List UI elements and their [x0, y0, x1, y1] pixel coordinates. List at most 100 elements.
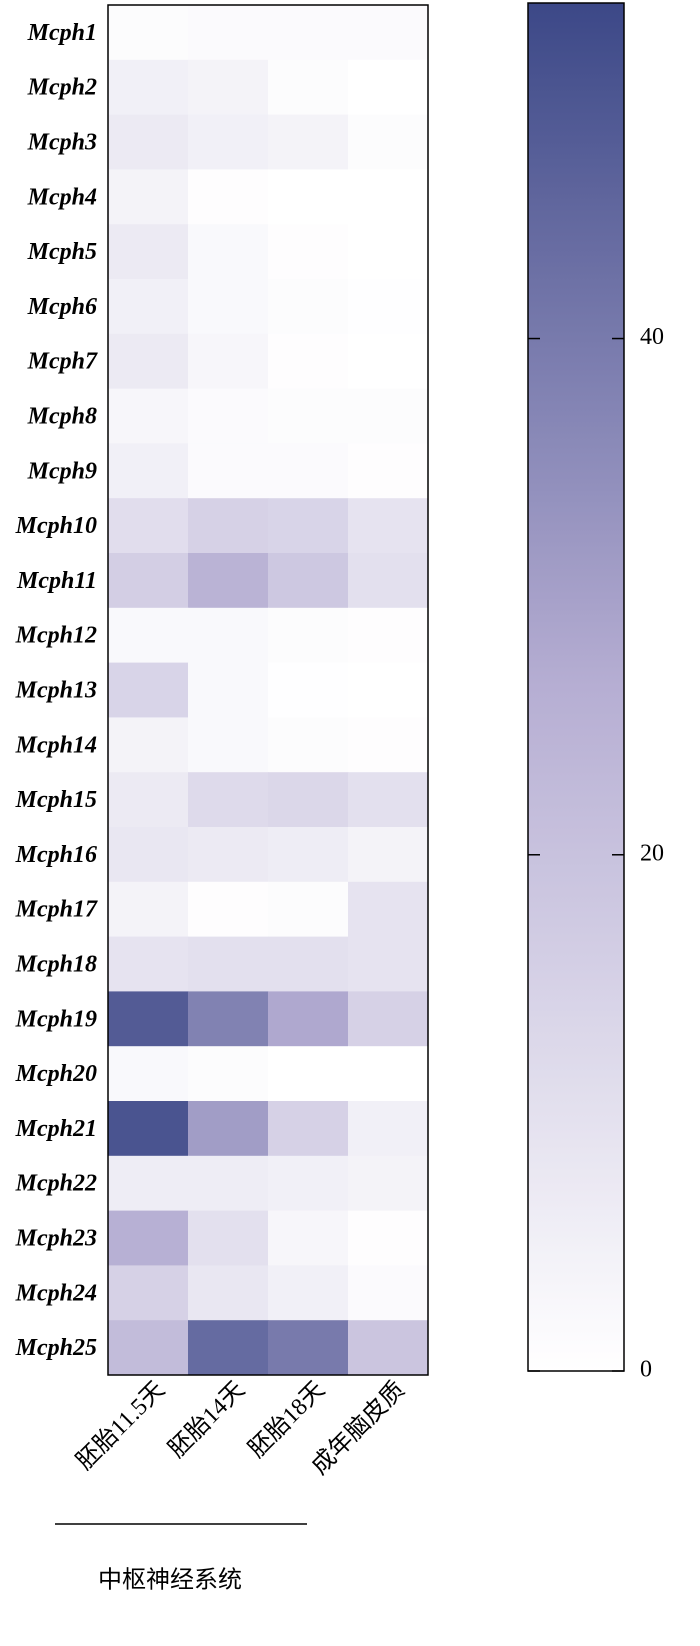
heatmap-cell: [268, 169, 349, 225]
row-label: Mcph17: [15, 897, 98, 923]
heatmap-cell: [348, 1320, 429, 1376]
heatmap-cell: [268, 827, 349, 883]
heatmap-cell: [348, 59, 429, 116]
heatmap-cell: [348, 388, 429, 444]
heatmap-cell: [268, 717, 349, 773]
heatmap-cell: [268, 224, 349, 280]
heatmap-cell: [268, 114, 349, 170]
heatmap-cell: [348, 169, 429, 225]
heatmap-cell: [188, 991, 269, 1047]
heatmap-cell: [348, 1265, 429, 1321]
row-label: Mcph1: [27, 20, 97, 46]
heatmap-cell: [188, 553, 269, 609]
heatmap-cell: [108, 1320, 189, 1376]
heatmap-cell: [268, 333, 349, 390]
heatmap-cell: [108, 333, 189, 390]
heatmap-cell: [348, 662, 429, 718]
colorbar-tick-label: 0: [640, 1357, 652, 1383]
row-label: Mcph5: [27, 239, 97, 265]
heatmap-cell: [188, 114, 269, 170]
colorbar-tick-label: 40: [640, 324, 664, 350]
heatmap-cell: [188, 827, 269, 883]
heatmap-cell: [188, 279, 269, 335]
row-label: Mcph9: [27, 458, 97, 484]
heatmap-cell: [268, 936, 349, 992]
heatmap-cell: [348, 1155, 429, 1212]
row-label: Mcph25: [15, 1335, 97, 1361]
heatmap-cell: [108, 1046, 189, 1102]
heatmap-cell: [188, 1155, 269, 1212]
heatmap-cell: [348, 224, 429, 280]
group-label: 中枢神经系统: [98, 1567, 242, 1594]
row-label: Mcph14: [15, 732, 97, 758]
row-label: Mcph19: [15, 1006, 97, 1032]
heatmap-cell: [348, 333, 429, 390]
heatmap-cell: [268, 553, 349, 609]
heatmap-cell: [188, 1101, 269, 1157]
heatmap-cell: [188, 881, 269, 938]
heatmap-cell: [108, 717, 189, 773]
row-label: Mcph2: [27, 75, 97, 101]
heatmap-cell: [188, 59, 269, 116]
heatmap-cell: [108, 169, 189, 225]
heatmap-cell: [268, 443, 349, 499]
heatmap-cell: [348, 881, 429, 938]
column-label: 胚胎11.5天: [71, 1376, 170, 1475]
heatmap-cell: [268, 991, 349, 1047]
row-label: Mcph20: [15, 1061, 97, 1087]
row-label: Mcph12: [15, 623, 97, 649]
heatmap-cell: [268, 1101, 349, 1157]
row-label: Mcph22: [15, 1171, 97, 1197]
row-label: Mcph21: [15, 1116, 97, 1142]
heatmap-frame: [107, 4, 429, 1376]
row-label: Mcph4: [27, 184, 97, 210]
heatmap-cell: [188, 662, 269, 718]
row-label: Mcph13: [15, 678, 97, 704]
heatmap-cell: [348, 1046, 429, 1102]
heatmap-cell: [348, 498, 429, 554]
heatmap-cell: [348, 991, 429, 1047]
heatmap-cell: [268, 772, 349, 828]
heatmap-cell: [268, 1320, 349, 1376]
heatmap-cell: [188, 169, 269, 225]
heatmap-cell: [268, 498, 349, 554]
heatmap-cell: [108, 553, 189, 609]
heatmap-cell: [348, 443, 429, 499]
heatmap-cell: [108, 881, 189, 938]
heatmap-cell: [188, 333, 269, 390]
heatmap-cell: [268, 881, 349, 938]
heatmap-cell: [348, 553, 429, 609]
heatmap-cell: [108, 1101, 189, 1157]
heatmap-cell: [188, 498, 269, 554]
heatmap-cell: [108, 607, 189, 664]
row-label: Mcph23: [15, 1226, 97, 1252]
colorbar-tick-label: 20: [640, 840, 664, 866]
row-label: Mcph8: [27, 404, 97, 430]
heatmap-cell: [348, 827, 429, 883]
heatmap-cell: [268, 279, 349, 335]
heatmap-cell: [188, 717, 269, 773]
row-label: Mcph11: [16, 568, 97, 594]
heatmap-cell: [108, 498, 189, 554]
heatmap-cell: [108, 443, 189, 499]
row-label: Mcph16: [15, 842, 97, 868]
row-label: Mcph6: [27, 294, 97, 320]
heatmap-cell: [188, 1265, 269, 1321]
heatmap-cell: [348, 772, 429, 828]
row-label: Mcph3: [27, 130, 97, 156]
heatmap-cell: [108, 991, 189, 1047]
heatmap-cell: [268, 5, 349, 61]
heatmap-cell: [108, 388, 189, 444]
column-label: 胚胎18天: [243, 1376, 330, 1463]
heatmap-cell: [188, 388, 269, 444]
heatmap-cell: [348, 279, 429, 335]
heatmap-cell: [188, 224, 269, 280]
heatmap-cell: [188, 1320, 269, 1376]
heatmap-cell: [108, 936, 189, 992]
heatmap-cell: [348, 607, 429, 664]
heatmap-cell: [188, 443, 269, 499]
heatmap-cell: [268, 1265, 349, 1321]
heatmap-cell: [348, 1101, 429, 1157]
heatmap-cell: [108, 827, 189, 883]
